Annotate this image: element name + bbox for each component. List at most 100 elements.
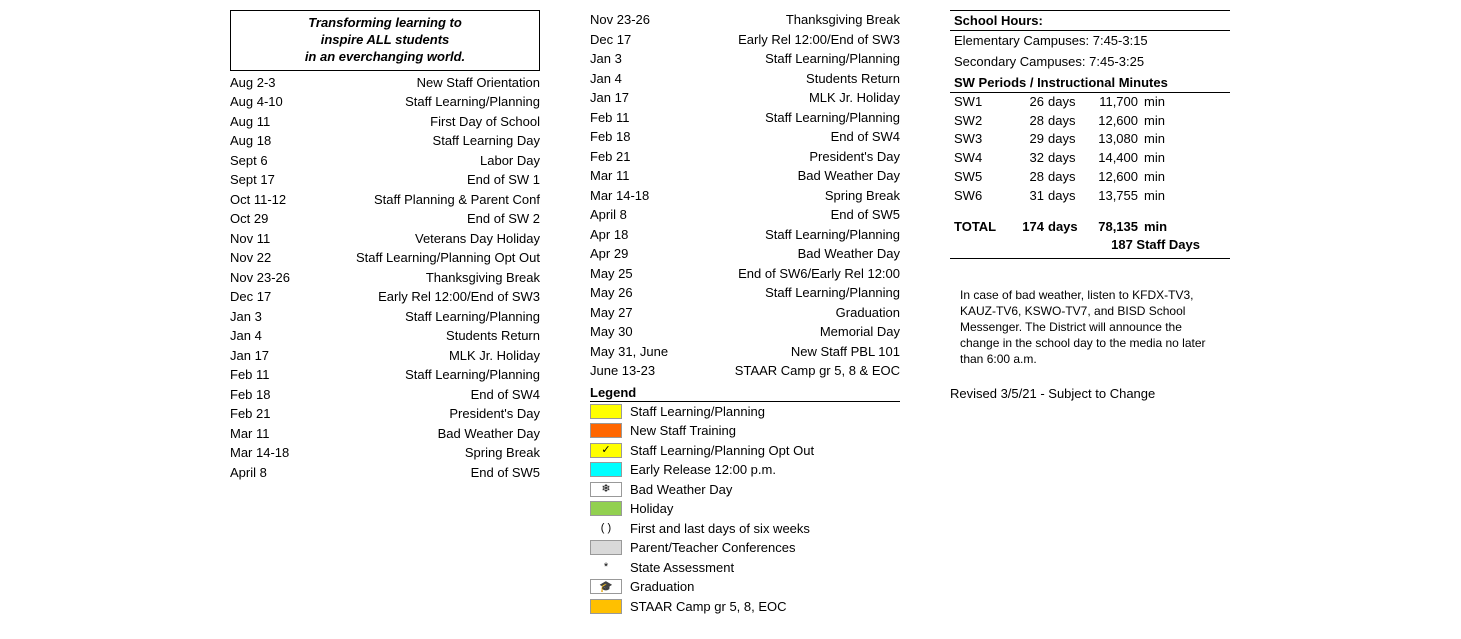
event-desc: MLK Jr. Holiday — [809, 88, 900, 108]
event-date: Nov 23-26 — [230, 268, 290, 288]
col1-events-list: Aug 2-3New Staff OrientationAug 4-10Staf… — [230, 73, 540, 483]
event-desc: End of SW5 — [471, 463, 540, 483]
event-row: May 25End of SW6/Early Rel 12:00 — [590, 264, 900, 284]
sw-periods-header: SW Periods / Instructional Minutes — [950, 73, 1230, 93]
sw-row: SW432days14,400min — [950, 149, 1230, 168]
event-desc: Staff Learning/Planning — [405, 307, 540, 327]
sw-days: 32 — [1012, 149, 1044, 168]
event-row: Feb 21President's Day — [230, 404, 540, 424]
legend-label: Early Release 12:00 p.m. — [630, 460, 776, 480]
event-date: Jan 4 — [230, 326, 262, 346]
legend-label: State Assessment — [630, 558, 734, 578]
sw-label: SW1 — [954, 93, 1012, 112]
event-row: June 13-23STAAR Camp gr 5, 8 & EOC — [590, 361, 900, 381]
event-desc: Staff Learning/Planning Opt Out — [356, 248, 540, 268]
event-desc: Bad Weather Day — [438, 424, 540, 444]
sw-label: SW6 — [954, 187, 1012, 206]
event-date: Feb 11 — [230, 365, 270, 385]
total-days: 174 — [1012, 218, 1044, 237]
event-desc: End of SW4 — [471, 385, 540, 405]
sw-min-unit: min — [1138, 130, 1174, 149]
elementary-hours: Elementary Campuses: 7:45-3:15 — [950, 31, 1230, 52]
legend-swatch — [590, 540, 622, 555]
event-desc: President's Day — [809, 147, 900, 167]
event-row: Dec 17Early Rel 12:00/End of SW3 — [230, 287, 540, 307]
event-row: Jan 3 Staff Learning/Planning — [230, 307, 540, 327]
event-row: Jan 4Students Return — [590, 69, 900, 89]
event-row: Feb 11Staff Learning/Planning — [590, 108, 900, 128]
hours-box: School Hours: Elementary Campuses: 7:45-… — [950, 10, 1230, 259]
event-row: Dec 17 Early Rel 12:00/End of SW3 — [590, 30, 900, 50]
event-desc: Students Return — [446, 326, 540, 346]
event-desc: Staff Learning/Planning — [765, 49, 900, 69]
legend-row: *State Assessment — [590, 558, 900, 578]
sw-label: SW2 — [954, 112, 1012, 131]
event-row: April 8 End of SW5 — [230, 463, 540, 483]
event-row: Aug 11First Day of School — [230, 112, 540, 132]
event-date: Jan 3 — [590, 49, 622, 69]
event-desc: Early Rel 12:00/End of SW3 — [738, 30, 900, 50]
event-desc: Staff Learning/Planning — [765, 108, 900, 128]
event-desc: Veterans Day Holiday — [415, 229, 540, 249]
event-date: Mar 14-18 — [590, 186, 649, 206]
sw-row: SW228days12,600min — [950, 112, 1230, 131]
event-date: Dec 17 — [590, 30, 631, 50]
event-date: Jan 17 — [590, 88, 629, 108]
total-min: 78,135 — [1084, 218, 1138, 237]
legend-swatch — [590, 501, 622, 516]
event-row: Nov 23-26Thanksgiving Break — [590, 10, 900, 30]
event-date: May 31, June — [590, 342, 668, 362]
event-row: Jan 17 MLK Jr. Holiday — [590, 88, 900, 108]
column-3: School Hours: Elementary Campuses: 7:45-… — [950, 10, 1230, 401]
motto-line-3: in an everchanging world. — [239, 49, 531, 66]
sw-label: SW3 — [954, 130, 1012, 149]
event-date: Apr 29 — [590, 244, 628, 264]
event-date: May 30 — [590, 322, 633, 342]
sw-days-unit: days — [1044, 187, 1084, 206]
event-row: Sept 17 End of SW 1 — [230, 170, 540, 190]
sw-days: 28 — [1012, 168, 1044, 187]
legend-label: Staff Learning/Planning Opt Out — [630, 441, 814, 461]
weather-note: In case of bad weather, listen to KFDX-T… — [950, 287, 1230, 368]
sw-min-unit: min — [1138, 168, 1174, 187]
sw-days-unit: days — [1044, 130, 1084, 149]
legend-label: First and last days of six weeks — [630, 519, 810, 539]
event-date: Oct 29 — [230, 209, 268, 229]
event-date: Sept 17 — [230, 170, 275, 190]
event-date: Feb 21 — [590, 147, 630, 167]
event-desc: End of SW4 — [831, 127, 900, 147]
event-date: Aug 11 — [230, 112, 270, 132]
col2-events-list: Nov 23-26Thanksgiving BreakDec 17 Early R… — [590, 10, 900, 381]
sw-min: 13,755 — [1084, 187, 1138, 206]
event-date: Mar 14-18 — [230, 443, 289, 463]
motto-box: Transforming learning to inspire ALL stu… — [230, 10, 540, 71]
event-row: Jan 4 Students Return — [230, 326, 540, 346]
sw-label: SW4 — [954, 149, 1012, 168]
event-date: Nov 22 — [230, 248, 271, 268]
event-desc: Thanksgiving Break — [786, 10, 900, 30]
sw-min: 12,600 — [1084, 168, 1138, 187]
event-date: Mar 11 — [230, 424, 270, 444]
event-desc: President's Day — [449, 404, 540, 424]
sw-days-unit: days — [1044, 168, 1084, 187]
event-row: Aug 2-3New Staff Orientation — [230, 73, 540, 93]
legend-row: Staff Learning/Planning — [590, 402, 900, 422]
legend-row: Parent/Teacher Conferences — [590, 538, 900, 558]
sw-min-unit: min — [1138, 93, 1174, 112]
total-row: TOTAL 174 days 78,135 min — [950, 218, 1230, 237]
event-date: May 25 — [590, 264, 633, 284]
event-date: Jan 3 — [230, 307, 262, 327]
legend-label: Bad Weather Day — [630, 480, 732, 500]
legend-row: New Staff Training — [590, 421, 900, 441]
event-desc: Labor Day — [480, 151, 540, 171]
event-desc: End of SW 1 — [467, 170, 540, 190]
sw-min: 11,700 — [1084, 93, 1138, 112]
event-row: Mar 11Bad Weather Day — [590, 166, 900, 186]
event-row: Nov 22 Staff Learning/Planning Opt Out — [230, 248, 540, 268]
event-date: Apr 18 — [590, 225, 628, 245]
revised-note: Revised 3/5/21 - Subject to Change — [950, 386, 1230, 401]
event-desc: Graduation — [836, 303, 900, 323]
event-date: June 13-23 — [590, 361, 655, 381]
sw-row: SW126days11,700min — [950, 93, 1230, 112]
event-date: April 8 — [230, 463, 267, 483]
